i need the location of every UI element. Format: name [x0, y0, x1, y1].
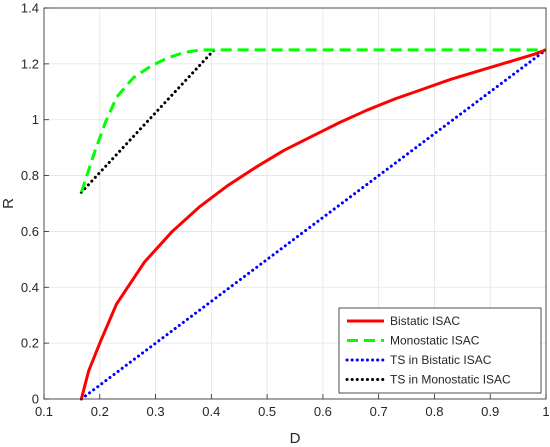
plot-area-frame — [43, 7, 547, 400]
series-ts-in-bistatic-isac — [79, 48, 548, 401]
legend: Bistatic ISAC Monostatic ISAC TS in Bistat… — [338, 307, 542, 394]
x-tick-label: 0.4 — [202, 404, 220, 419]
y-tick-label: 0 — [32, 392, 39, 407]
y-tick-label: 0.2 — [21, 336, 39, 351]
series-monostatic-isac — [79, 48, 546, 193]
legend-entry-label: Bistatic ISAC — [390, 314, 460, 328]
x-tick-label: 0.9 — [481, 404, 499, 419]
y-tick-label: 1.4 — [21, 1, 39, 16]
x-tick-label: 0.5 — [258, 404, 276, 419]
y-tick-label: 0.4 — [21, 280, 39, 295]
series-bistatic-isac — [79, 48, 547, 400]
x-tick-label: 0.7 — [370, 404, 388, 419]
x-tick-label: 1 — [542, 404, 549, 419]
x-tick-label: 0.6 — [314, 404, 332, 419]
legend-entry-label: TS in Monostatic ISAC — [390, 373, 511, 387]
y-tick-label: 1 — [32, 112, 39, 127]
y-axis-label: R — [0, 198, 17, 209]
legend-entry-label: Monostatic ISAC — [390, 334, 480, 348]
y-tick-label: 0.6 — [21, 224, 39, 239]
series-ts-in-monostatic-isac — [79, 48, 216, 194]
axis-ticks: 0.1 0.2 0.3 0.4 0.5 0.6 0.7 0.8 0.9 1 0 0.2 0.4 0.6 0.… — [21, 1, 550, 420]
legend-entry-label: TS in Bistatic ISAC — [390, 353, 492, 367]
series-lines — [79, 48, 548, 401]
x-tick-label: 0.2 — [91, 404, 109, 419]
x-tick-label: 0.8 — [425, 404, 443, 419]
y-tick-label: 0.8 — [21, 168, 39, 183]
x-tick-label: 0.3 — [147, 404, 165, 419]
x-axis-label: D — [290, 430, 301, 447]
x-tick-label: 0.1 — [35, 404, 53, 419]
y-tick-label: 1.2 — [21, 56, 39, 71]
